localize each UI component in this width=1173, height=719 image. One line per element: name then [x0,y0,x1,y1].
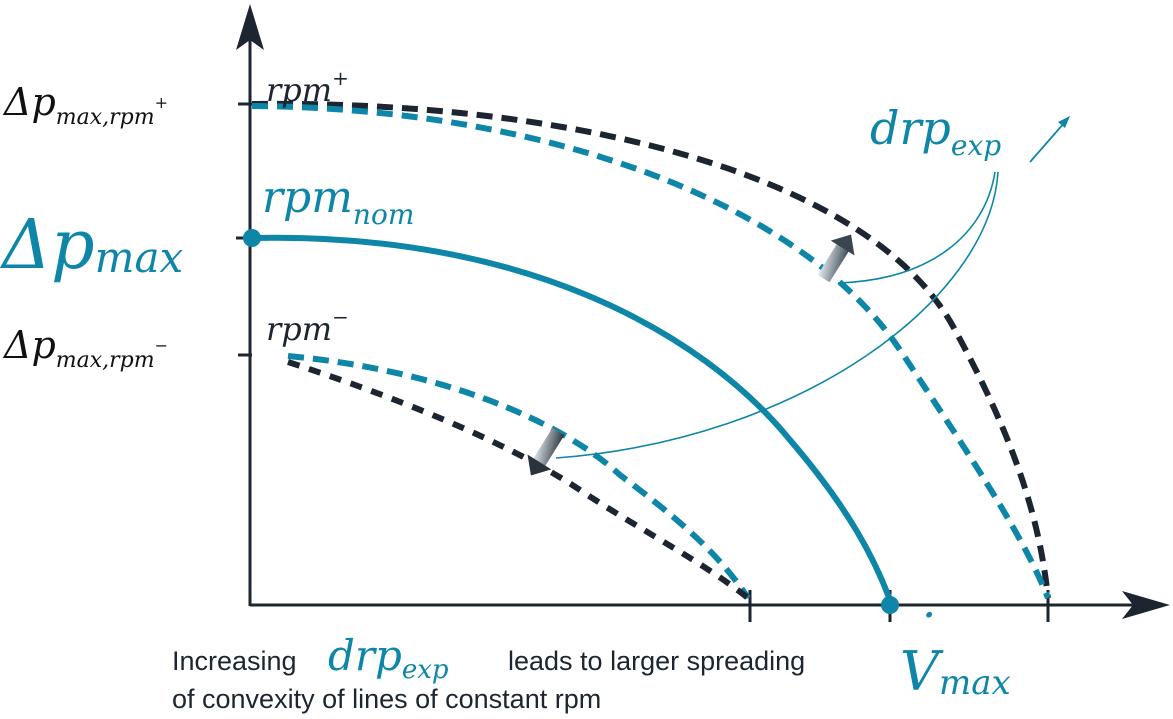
pointer-line-upper [837,171,996,284]
svg-text:rpm+: rpm+ [266,66,349,109]
caption-line2: of convexity of lines of constant rpm [172,684,601,714]
svg-text:Δpmax: Δpmax [0,206,184,285]
curve-rpm-plus-black [251,100,1051,599]
label-base: Δp [2,80,56,124]
y-label-dp-max-rpm-minus: Δpmax,rpm− [2,323,168,373]
drp-increase-arrowhead [1058,116,1070,128]
spread-arrows [527,234,855,476]
x-label-v-max: Vmax ˙ [900,604,1011,703]
svg-text:Δpmax,rpm−: Δpmax,rpm− [2,323,168,373]
axes [236,4,1170,622]
svg-text:drpexp: drpexp [870,101,1001,162]
point-dp-max [243,229,261,247]
svg-text:rpmnom: rpmnom [262,172,414,231]
upper-spread-arrow [817,234,855,283]
pointer-line-lower [555,171,999,459]
label-rpm-nom: rpmnom [262,172,414,231]
svg-text:Δpmax,rpm+: Δpmax,rpm+ [2,80,168,130]
y-label-dp-max-rpm-plus: Δpmax,rpm+ [2,80,168,130]
caption-line1-before: Increasing [172,646,297,676]
y-label-dp-max: Δpmax [0,206,184,285]
svg-text:rpm−: rpm− [266,305,349,348]
point-v-max [881,596,899,614]
y-axis-arrowhead [236,4,264,50]
v-max-dot: ˙ [912,604,937,662]
curve-rpm-minus-black [287,359,750,601]
x-axis-arrowhead [1122,591,1170,619]
caption-line1-after: leads to larger spreading [508,646,805,676]
drp-increase-arrow-line [1029,121,1066,163]
curves [251,100,1051,602]
caption-math: drpexp [328,631,449,685]
caption: Increasing drpexp leads to larger spread… [172,631,805,714]
curve-rpm-plus-teal [251,103,1051,600]
label-rpm-plus: rpm+ [266,66,349,109]
label-drp-exp: drpexp [870,101,1001,162]
lower-spread-arrow [527,427,565,476]
curve-rpm-nom [251,234,893,602]
curve-rpm-minus-teal [287,353,751,600]
svg-text:Vmax: Vmax [900,640,1011,703]
drp-pointer-lines [555,116,1070,459]
label-rpm-minus: rpm− [266,305,349,348]
